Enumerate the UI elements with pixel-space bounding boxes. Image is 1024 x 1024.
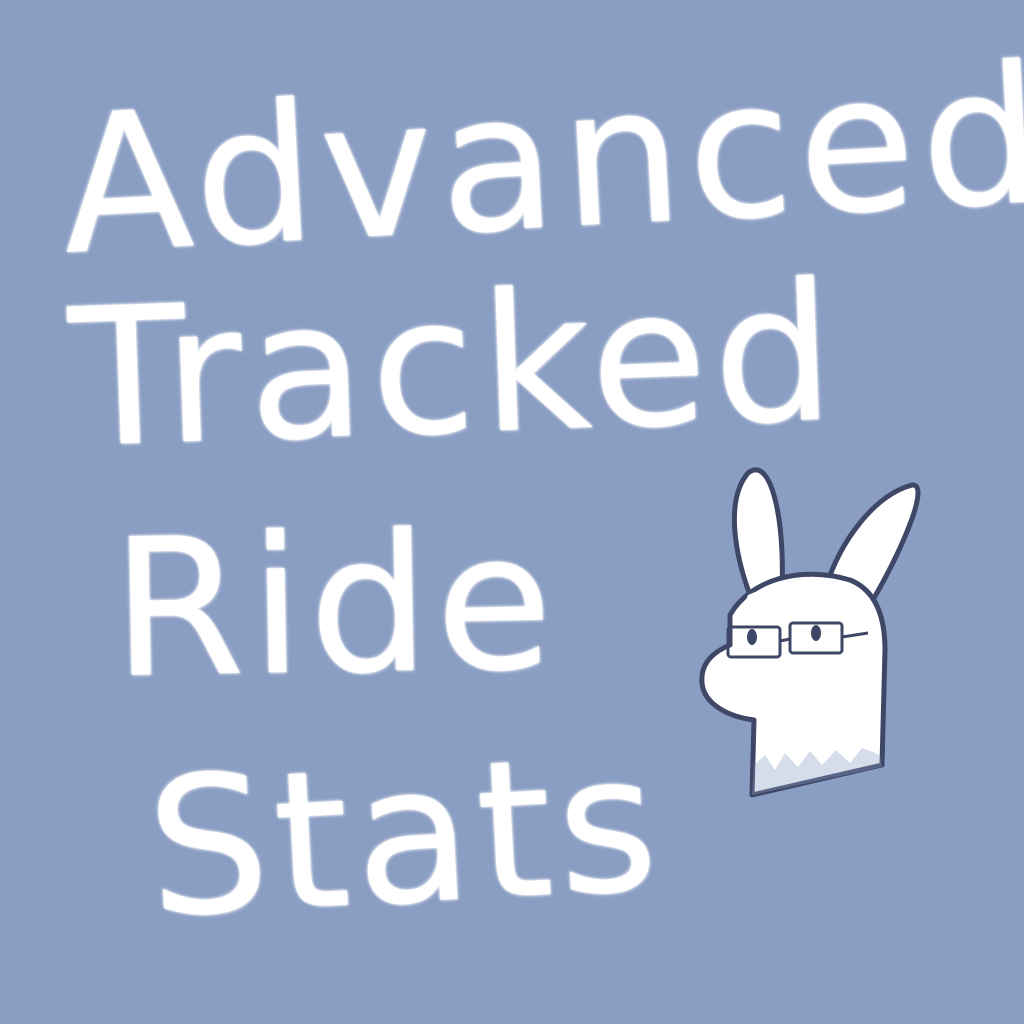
title-line-tracked: Tracked <box>66 242 844 490</box>
title-line-ride: Ride <box>110 491 561 720</box>
title-line-advanced: Advanced <box>56 24 1024 297</box>
bunny-with-glasses-icon <box>699 467 921 798</box>
title-line-stats: Stats <box>142 712 669 960</box>
